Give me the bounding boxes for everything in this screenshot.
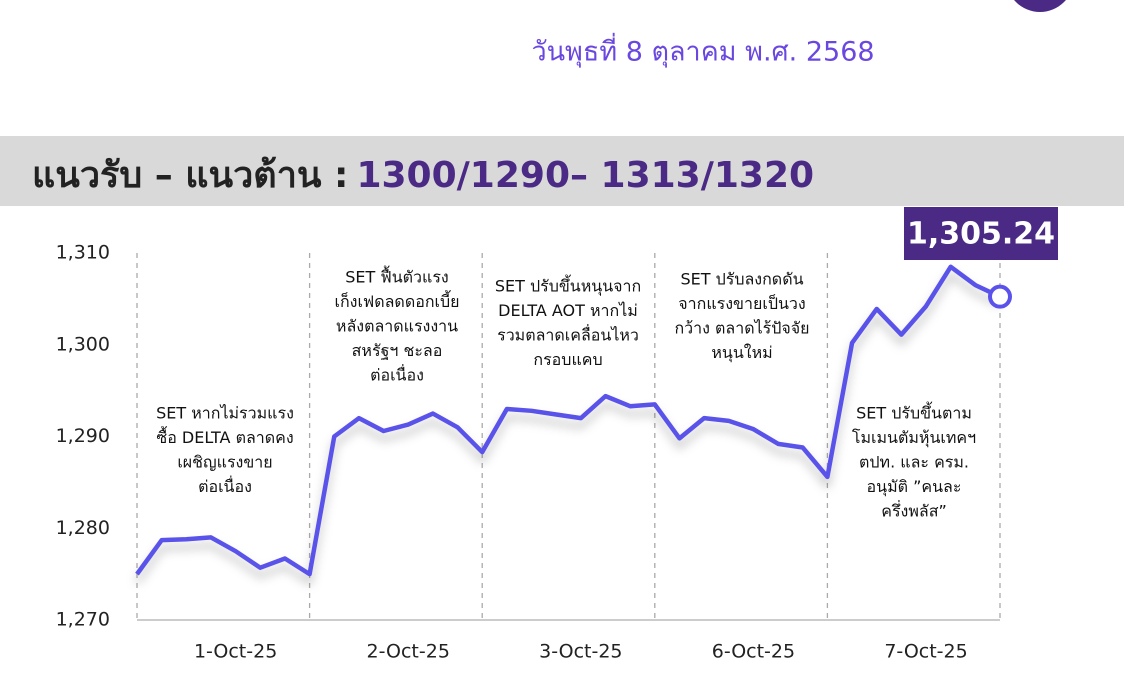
- annotation: ซื้อ DELTA ตลาดคง: [156, 426, 293, 447]
- annotation: เก็งเฟดลดดอกเบี้ย: [334, 290, 459, 311]
- annotation: SET ปรับขึ้นหนุนจาก: [495, 275, 641, 297]
- annotation: SET ปรับขึ้นตาม: [856, 402, 972, 423]
- annotation: สหรัฐฯ ชะลอ: [352, 341, 443, 360]
- annotation: DELTA AOT หากไม่: [498, 301, 638, 320]
- annotation: กรอบแคบ: [533, 350, 602, 369]
- annotation: ครึ่งพลัส”: [881, 500, 947, 521]
- x-tick-label: 1-Oct-25: [194, 641, 277, 663]
- annotation: SET ฟื้นตัวแรง: [345, 266, 448, 287]
- x-tick-label: 3-Oct-25: [539, 641, 622, 663]
- logo-circle: [1014, 0, 1066, 12]
- y-tick-label: 1,270: [56, 609, 110, 631]
- title-levels: 1300/1290– 1313/1320: [356, 155, 814, 196]
- y-tick-label: 1,310: [56, 242, 110, 264]
- title: แนวรับ – แนวต้าน :1300/1290– 1313/1320: [32, 155, 814, 196]
- annotation: ต่อเนื่อง: [370, 364, 424, 385]
- x-tick-label: 7-Oct-25: [884, 641, 967, 663]
- annotation: เผชิญแรงขาย: [177, 453, 272, 472]
- annotation: โมเมนตัมหุ้นเทคฯ: [852, 428, 976, 448]
- annotation: หลังตลาดแรงงาน: [336, 317, 458, 336]
- annotation: SET หากไม่รวมแรง: [156, 404, 294, 423]
- y-tick-label: 1,290: [56, 425, 110, 447]
- annotation: หนุนใหม่: [711, 343, 772, 363]
- x-tick-label: 6-Oct-25: [712, 641, 795, 663]
- y-tick-label: 1,280: [56, 517, 110, 539]
- annotation: กว้าง ตลาดไร้ปัจจัย: [674, 319, 809, 338]
- y-tick-label: 1,300: [56, 333, 110, 355]
- annotation: SET ปรับลงกดดัน: [680, 270, 803, 289]
- value-label-box: [904, 207, 1058, 260]
- annotation: ตปท. และ ครม.: [859, 453, 969, 472]
- x-tick-label: 2-Oct-25: [367, 641, 450, 663]
- annotation: อนุมัติ ”คนละ: [867, 477, 962, 497]
- date: วันพุธที่ 8 ตุลาคม พ.ศ. 2568: [531, 33, 874, 69]
- annotation: รวมตลาดเคลื่อนไหว: [497, 324, 639, 345]
- plot: 1,270 1,280 1,290 1,300 1,310 1-Oct-25 2-Oct-2…: [56, 207, 1058, 663]
- value-label: 1,305.24: [907, 217, 1055, 252]
- price-line: [135, 264, 1001, 577]
- title-label: แนวรับ – แนวต้าน :: [32, 155, 348, 196]
- annotation: ต่อเนื่อง: [198, 475, 252, 496]
- end-marker: [988, 284, 1012, 309]
- annotation: จากแรงขายเป็นวง: [678, 293, 805, 313]
- title-band: [0, 136, 1124, 206]
